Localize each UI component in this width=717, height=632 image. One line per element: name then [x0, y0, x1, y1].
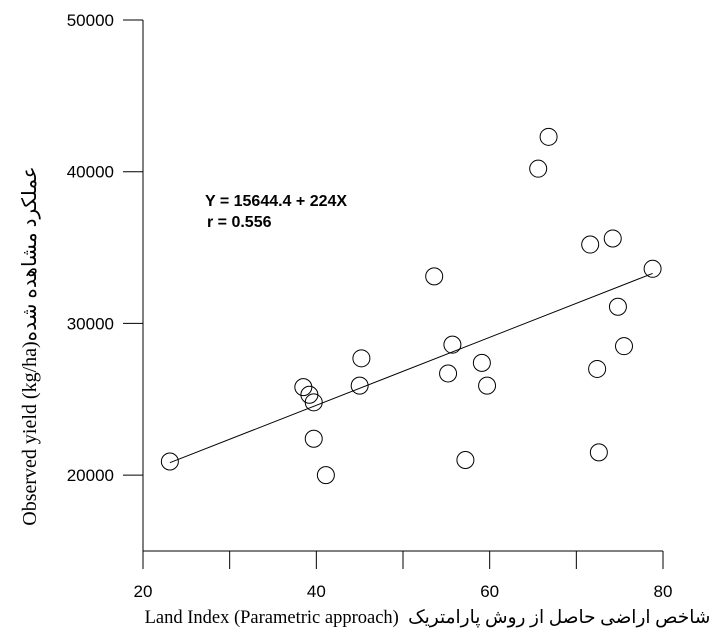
data-point [304, 429, 323, 448]
x-axis-title: Land Index (Parametric approach) شاخص ار… [144, 608, 711, 628]
data-point [588, 359, 607, 378]
regression-line [169, 272, 653, 464]
data-point [456, 450, 475, 469]
x-tick-label: 40 [307, 582, 326, 601]
data-point [643, 259, 662, 278]
data-point [539, 127, 558, 146]
data-point [581, 235, 600, 254]
data-point [439, 364, 458, 383]
x-tick-label: 60 [480, 582, 499, 601]
data-point [160, 452, 179, 471]
y-tick-label: 20000 [67, 466, 114, 485]
data-point [352, 349, 371, 368]
x-tick-label: 20 [134, 582, 153, 601]
regression-equation: Y = 15644.4 + 224X [205, 193, 347, 210]
data-point [443, 335, 462, 354]
data-point [615, 337, 633, 356]
y-tick-label: 30000 [67, 314, 114, 333]
axes [142, 20, 663, 552]
data-point [294, 378, 313, 397]
data-point [425, 267, 444, 286]
data-point [472, 353, 491, 372]
data-point [316, 466, 335, 485]
data-point [589, 443, 608, 462]
data-point [529, 159, 548, 178]
data-point [603, 229, 622, 248]
correlation-coefficient: r = 0.556 [207, 214, 272, 231]
data-point [350, 376, 369, 395]
y-axis-title: Observed yield (kg/ha)عملکرد مشاهده شده [19, 166, 41, 526]
x-tick-label: 80 [654, 582, 673, 601]
data-points [160, 127, 662, 485]
data-point [608, 297, 627, 316]
y-tick-label: 40000 [67, 163, 114, 182]
y-tick-label: 50000 [67, 11, 114, 30]
y-ticks: 20000 30000 40000 50000 [67, 11, 143, 485]
data-point [478, 376, 497, 395]
x-ticks: 20 40 60 80 [134, 551, 673, 601]
data-point [304, 393, 323, 412]
trendline-layer [169, 272, 653, 464]
